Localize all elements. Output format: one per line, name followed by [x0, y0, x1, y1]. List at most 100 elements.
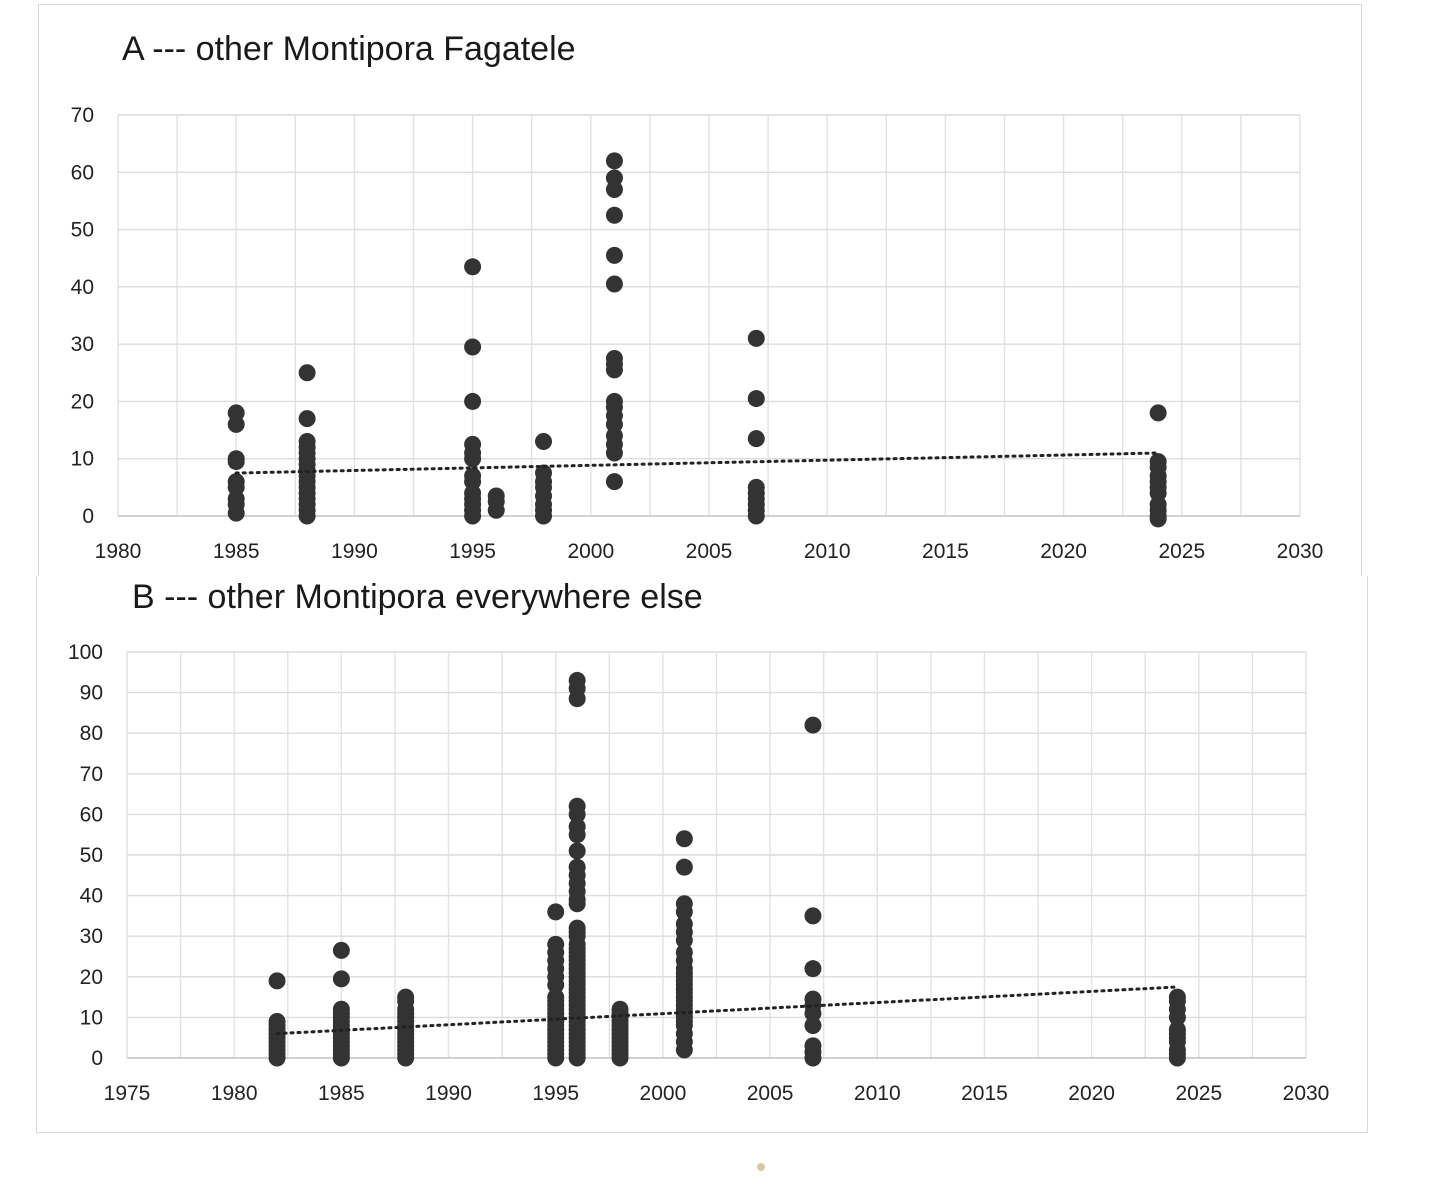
- chart-b-x-tick-label: 2025: [1175, 1082, 1222, 1105]
- chart-b-data-point: [547, 976, 565, 994]
- chart-a-x-tick-label: 2010: [804, 540, 851, 563]
- chart-a-x-tick-label: 2025: [1158, 540, 1205, 563]
- chart-a-data-point: [605, 275, 623, 293]
- chart-b-y-tick-label: 90: [80, 682, 103, 705]
- chart-b-y-tick-label: 10: [80, 1006, 103, 1029]
- chart-b-data-point: [568, 895, 586, 913]
- chart-a-data-point: [605, 180, 623, 198]
- chart-b-data-point: [611, 1049, 629, 1067]
- chart-b-data-point: [268, 972, 286, 990]
- chart-b-data-point: [268, 1049, 286, 1067]
- chart-a-x-tick-label: 1985: [213, 540, 260, 563]
- chart-a-y-tick-label: 30: [71, 333, 94, 356]
- chart-a-data-point: [464, 338, 482, 356]
- chart-b-data-point: [397, 1049, 415, 1067]
- chart-b-data-point: [675, 858, 693, 876]
- chart-a-data-point: [605, 361, 623, 379]
- chart-b-y-tick-label: 0: [91, 1047, 103, 1070]
- chart-a-data-point: [487, 501, 505, 519]
- chart-b-data-point: [568, 805, 586, 823]
- chart-b-x-tick-label: 1980: [211, 1082, 258, 1105]
- chart-b-data-point: [804, 716, 822, 734]
- chart-a-y-tick-label: 10: [71, 448, 94, 471]
- chart-b-x-tick-label: 2000: [640, 1082, 687, 1105]
- chart-a-x-tick-label: 1990: [331, 540, 378, 563]
- chart-a-data-point: [464, 392, 482, 410]
- chart-b-data-point: [568, 690, 586, 708]
- chart-b-data-point: [804, 907, 822, 925]
- chart-b-data-point: [568, 1049, 586, 1067]
- chart-b-data-point: [804, 1017, 822, 1035]
- chart-b-x-tick-label: 1995: [532, 1082, 579, 1105]
- chart-a-y-tick-label: 40: [71, 276, 94, 299]
- chart-a-data-point: [464, 450, 482, 468]
- chart-b-y-tick-label: 70: [80, 763, 103, 786]
- chart-a-x-tick-label: 2020: [1040, 540, 1087, 563]
- chart-a-data-point: [605, 246, 623, 264]
- chart-a-data-point: [605, 473, 623, 491]
- chart-b-data-point: [568, 842, 586, 860]
- scan-speck: [757, 1163, 765, 1171]
- chart-b-x-tick-label: 2015: [961, 1082, 1008, 1105]
- chart-a-data-point: [535, 433, 553, 451]
- chart-b-y-tick-label: 60: [80, 803, 103, 826]
- chart-b-title: B --- other Montipora everywhere else: [132, 578, 703, 616]
- chart-b-data-point: [675, 903, 693, 921]
- chart-a-data-point: [464, 258, 482, 276]
- chart-b-y-tick-label: 50: [80, 844, 103, 867]
- chart-a-data-point: [1149, 510, 1167, 528]
- chart-a-data-point: [227, 453, 245, 471]
- chart-b-data-point: [332, 970, 350, 988]
- chart-a-y-tick-label: 50: [71, 219, 94, 242]
- chart-a-x-tick-label: 2005: [686, 540, 733, 563]
- chart-b-data-point: [804, 960, 822, 978]
- chart-b-y-tick-label: 80: [80, 722, 103, 745]
- chart-b-data-point: [804, 1004, 822, 1022]
- chart-b-data-point: [804, 1049, 822, 1067]
- chart-a-x-tick-label: 1995: [449, 540, 496, 563]
- chart-b-x-tick-label: 1975: [104, 1082, 151, 1105]
- chart-a-data-point: [298, 364, 316, 382]
- chart-a-data-point: [535, 507, 553, 525]
- chart-b-data-point: [547, 903, 565, 921]
- chart-a-data-point: [747, 390, 765, 408]
- chart-a-y-tick-label: 20: [71, 390, 94, 413]
- chart-a-data-point: [605, 206, 623, 224]
- chart-b-y-tick-label: 100: [68, 641, 103, 664]
- chart-b-data-point: [675, 931, 693, 949]
- chart-a-panel: [38, 4, 1362, 590]
- chart-a-data-point: [227, 415, 245, 433]
- chart-b-data-point: [332, 941, 350, 959]
- chart-b-x-tick-label: 2005: [747, 1082, 794, 1105]
- chart-b-y-tick-label: 40: [80, 885, 103, 908]
- chart-a-trendline: [234, 451, 1160, 475]
- chart-b-data-point: [675, 1041, 693, 1059]
- chart-b-trendline: [275, 985, 1179, 1036]
- chart-a-title: A --- other Montipora Fagatele: [122, 30, 576, 68]
- chart-b-data-point: [1168, 1008, 1186, 1026]
- chart-b-data-point: [547, 1049, 565, 1067]
- chart-b-x-tick-label: 2010: [854, 1082, 901, 1105]
- chart-b-y-tick-label: 20: [80, 966, 103, 989]
- chart-b-x-tick-label: 1990: [425, 1082, 472, 1105]
- chart-a-y-tick-label: 0: [82, 505, 94, 528]
- chart-b-data-point: [1168, 1049, 1186, 1067]
- chart-a-x-tick-label: 2000: [567, 540, 614, 563]
- chart-a-y-tick-label: 70: [71, 104, 94, 127]
- chart-a-y-tick-label: 60: [71, 161, 94, 184]
- chart-a-data-point: [1149, 404, 1167, 422]
- chart-a-data-point: [298, 507, 316, 525]
- chart-a-data-point: [298, 410, 316, 428]
- chart-a-data-point: [605, 444, 623, 462]
- chart-a-data-point: [747, 329, 765, 347]
- chart-b-x-tick-label: 2030: [1283, 1082, 1330, 1105]
- chart-a-data-point: [747, 507, 765, 525]
- chart-b-x-tick-label: 2020: [1068, 1082, 1115, 1105]
- chart-a-data-point: [464, 507, 482, 525]
- chart-b-data-point: [332, 1049, 350, 1067]
- chart-a-x-tick-label: 2030: [1277, 540, 1324, 563]
- chart-a-data-point: [605, 152, 623, 170]
- chart-a-data-point: [227, 504, 245, 522]
